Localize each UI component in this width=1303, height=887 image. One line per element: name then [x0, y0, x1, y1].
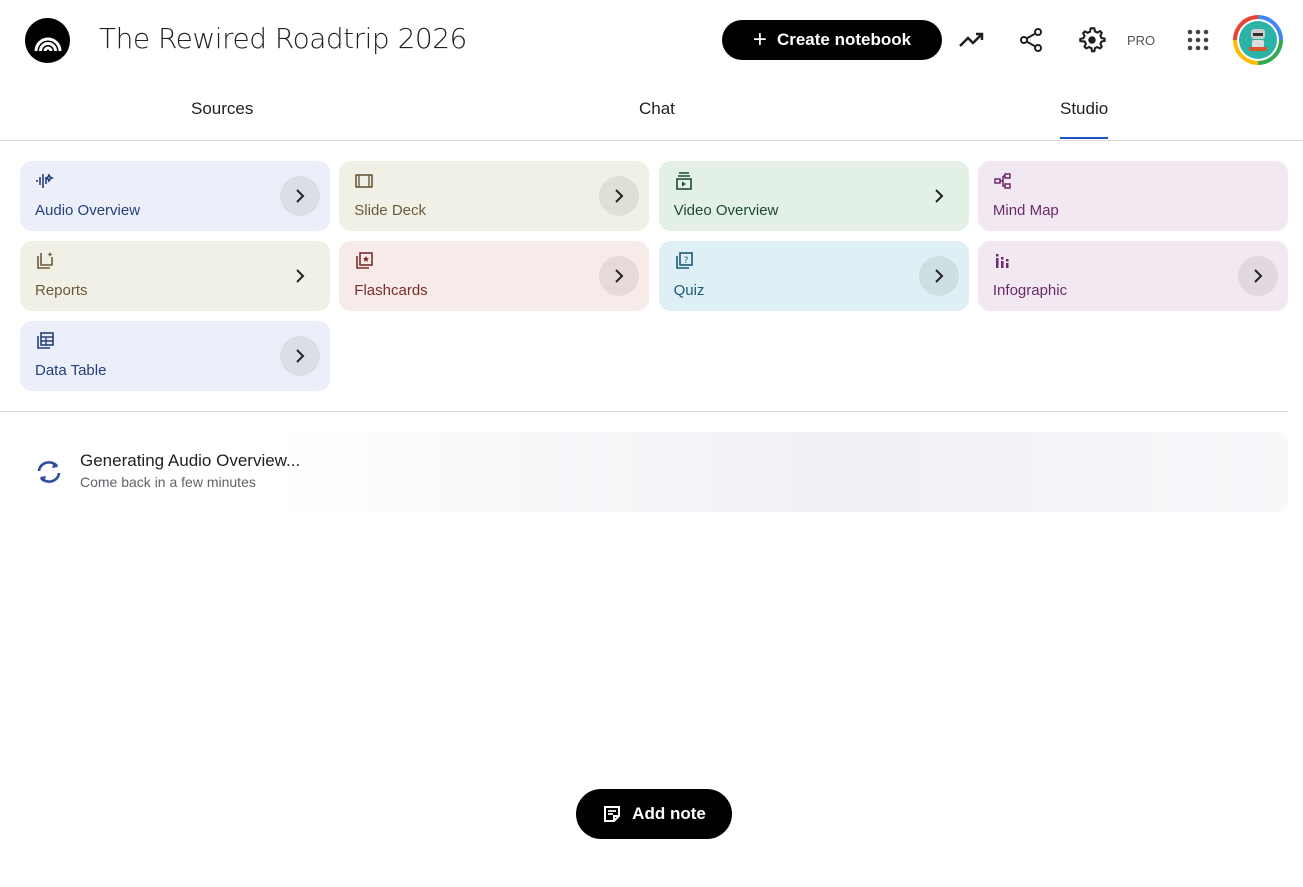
create-notebook-label: Create notebook: [776, 30, 912, 49]
generating-subtitle: Come back in a few minutes: [80, 474, 256, 490]
studio-tool-label: Reports: [35, 282, 88, 299]
share-button[interactable]: [1015, 24, 1047, 56]
studio-tool-label: Video Overview: [673, 202, 779, 219]
notebook-title[interactable]: The Rewired Roadtrip 2026: [99, 22, 467, 55]
app-logo[interactable]: [25, 18, 70, 63]
add-note-label: Add note: [632, 804, 706, 823]
chevron-right-icon[interactable]: [280, 256, 320, 296]
studio-tool-label: Slide Deck: [354, 202, 426, 219]
share-icon: [1020, 28, 1042, 52]
apps-grid-icon: [1187, 29, 1209, 51]
chevron-right-icon[interactable]: [919, 176, 959, 216]
generating-audio-overview-item: Generating Audio Overview... Come back i…: [20, 432, 1288, 512]
tab-chat[interactable]: Chat: [639, 99, 675, 118]
studio-tool-label: Mind Map: [992, 202, 1059, 219]
studio-tool-reports[interactable]: Reports: [20, 241, 330, 311]
settings-button[interactable]: [1076, 24, 1108, 56]
table-icon: [37, 332, 54, 349]
chevron-right-icon[interactable]: [599, 176, 640, 216]
divider: [0, 411, 1288, 412]
chevron-right-icon[interactable]: [599, 256, 640, 296]
tab-studio[interactable]: Studio: [1060, 99, 1109, 139]
audio-waveform-icon: [36, 173, 54, 188]
pro-badge: PRO: [1127, 33, 1156, 48]
create-notebook-button[interactable]: + Create notebook: [722, 20, 942, 60]
chevron-right-icon[interactable]: [280, 176, 320, 216]
infographic-icon: [995, 254, 1009, 268]
studio-tool-audio-overview[interactable]: Audio Overview: [20, 161, 330, 231]
mind-map-icon: [994, 173, 1011, 189]
studio-tool-label: Quiz: [673, 282, 705, 299]
note-icon: [604, 806, 621, 822]
studio-tool-mind-map[interactable]: Mind Map: [977, 161, 1288, 231]
studio-tool-data-table[interactable]: Data Table: [20, 321, 330, 391]
svg-text:?: ?: [683, 256, 688, 266]
chevron-right-icon[interactable]: [280, 336, 320, 376]
robot-avatar-icon: [1249, 29, 1267, 51]
reports-icon: [37, 252, 53, 269]
account-avatar[interactable]: [1233, 15, 1283, 65]
studio-tool-video-overview[interactable]: Video Overview: [658, 161, 969, 231]
apps-button[interactable]: [1182, 24, 1214, 56]
quiz-icon: ?: [675, 252, 693, 269]
gear-icon: [1079, 27, 1106, 53]
plus-icon: +: [752, 26, 767, 53]
sync-spinner-icon: [35, 459, 63, 490]
studio-tool-flashcards[interactable]: Flashcards: [339, 241, 650, 311]
notebook-logo-icon: [34, 37, 61, 51]
tab-sources[interactable]: Sources: [191, 99, 254, 118]
generating-title: Generating Audio Overview...: [80, 451, 301, 470]
studio-tool-quiz[interactable]: ? Quiz: [658, 241, 969, 311]
video-icon: [675, 172, 692, 190]
studio-tool-infographic[interactable]: Infographic: [977, 241, 1288, 311]
studio-tool-label: Data Table: [35, 362, 107, 379]
tab-bar: Sources Chat Studio: [0, 80, 1303, 141]
analytics-button[interactable]: [956, 24, 988, 56]
chevron-right-icon[interactable]: [1237, 256, 1278, 296]
studio-tools-grid: Audio Overview Slide Deck Video Overview…: [20, 161, 1288, 391]
studio-tool-slide-deck[interactable]: Slide Deck: [339, 161, 650, 231]
slide-icon: [355, 174, 374, 188]
flashcards-icon: [356, 252, 374, 269]
studio-tool-label: Audio Overview: [35, 202, 141, 219]
chevron-right-icon[interactable]: [918, 256, 959, 296]
studio-tool-label: Infographic: [992, 282, 1068, 299]
trending-up-icon: [959, 32, 984, 47]
studio-tool-label: Flashcards: [354, 282, 428, 299]
add-note-button[interactable]: Add note: [576, 789, 732, 839]
